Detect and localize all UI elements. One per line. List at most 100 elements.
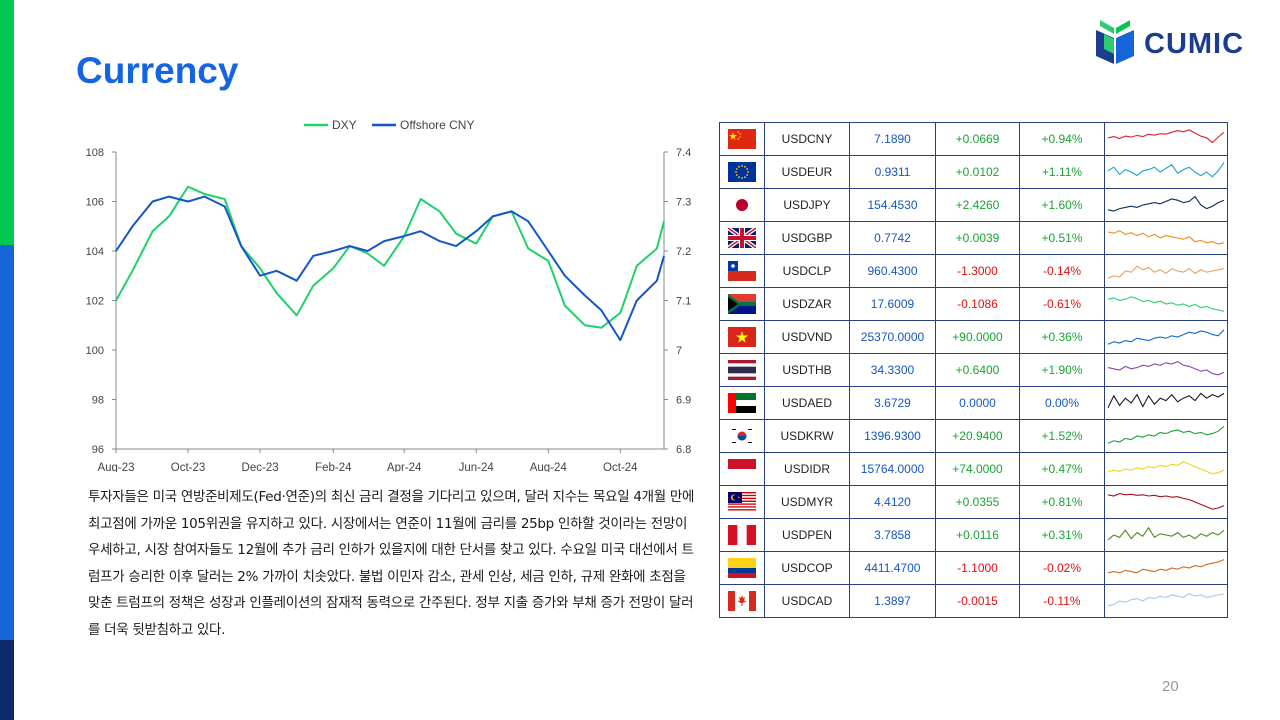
- accent-bar: [0, 0, 14, 720]
- y-left-tick-label: 98: [92, 395, 104, 407]
- percent-change: +1.11%: [1019, 155, 1105, 189]
- legend-label: DXY: [332, 118, 357, 132]
- sparkline-path: [1107, 129, 1225, 144]
- rate-value: 1.3897: [849, 584, 936, 618]
- flag-cell: [719, 386, 765, 420]
- flag-cell: [719, 254, 765, 288]
- series-line-dxy: [115, 185, 665, 329]
- y-left-tick-label: 104: [86, 246, 104, 258]
- ca-flag-icon: [728, 591, 756, 611]
- sparkline: [1107, 493, 1225, 510]
- cn-flag-icon: [728, 129, 756, 149]
- percent-change: -0.14%: [1019, 254, 1105, 288]
- flag-cell: [719, 353, 765, 387]
- y-right-tick-label: 7.3: [676, 197, 691, 209]
- currency-pair: USDMYR: [764, 485, 850, 519]
- percent-change: +0.31%: [1019, 518, 1105, 552]
- sparkline-cell: [1104, 188, 1228, 222]
- fx-row-usdkrw: USDKRW 1396.9300 +20.9400 +1.52%: [719, 419, 1228, 453]
- rate-value: 25370.0000: [849, 320, 936, 354]
- rate-value: 154.4530: [849, 188, 936, 222]
- x-tick-label: Aug-24: [530, 462, 568, 472]
- sparkline-cell: [1104, 419, 1228, 453]
- change-value: +74.0000: [935, 452, 1020, 486]
- fx-row-usdmyr: USDMYR 4.4120 +0.0355 +0.81%: [719, 485, 1228, 519]
- rate-value: 1396.9300: [849, 419, 936, 453]
- sparkline-cell: [1104, 287, 1228, 321]
- flag-cell: [719, 452, 765, 486]
- sparkline: [1107, 392, 1225, 409]
- flag-cell: [719, 188, 765, 222]
- sparkline-path: [1107, 425, 1225, 444]
- rate-value: 17.6009: [849, 287, 936, 321]
- currency-pair: USDCLP: [764, 254, 850, 288]
- currency-pair: USDVND: [764, 320, 850, 354]
- sparkline: [1107, 559, 1225, 574]
- jp-flag-icon: [728, 195, 756, 215]
- sparkline: [1107, 162, 1225, 178]
- flag-cell: [719, 320, 765, 354]
- change-value: -0.1086: [935, 287, 1020, 321]
- change-value: +0.6400: [935, 353, 1020, 387]
- sparkline: [1107, 360, 1225, 376]
- sparkline: [1107, 593, 1225, 607]
- flag-cell: [719, 518, 765, 552]
- y-right-tick-label: 6.9: [676, 395, 691, 407]
- x-tick-label: Feb-24: [315, 462, 352, 472]
- change-value: -0.0015: [935, 584, 1020, 618]
- eu-flag-icon: [728, 162, 756, 182]
- currency-pair: USDAED: [764, 386, 850, 420]
- currency-pair: USDCAD: [764, 584, 850, 618]
- th-flag-icon: [728, 360, 756, 380]
- legend-label: Offshore CNY: [400, 118, 474, 132]
- sparkline-cell: [1104, 584, 1228, 618]
- fx-row-usdjpy: USDJPY 154.4530 +2.4260 +1.60%: [719, 188, 1228, 222]
- vn-flag-icon: [728, 327, 756, 347]
- rate-value: 0.9311: [849, 155, 936, 189]
- sparkline-cell: [1104, 518, 1228, 552]
- x-tick-label: Dec-23: [242, 462, 279, 472]
- id-flag-icon: [728, 459, 756, 479]
- rate-value: 3.7858: [849, 518, 936, 552]
- accent-bar-navy: [0, 640, 14, 720]
- series-line-offshore-cny: [115, 195, 665, 342]
- change-value: 0.0000: [935, 386, 1020, 420]
- sparkline-cell: [1104, 122, 1228, 156]
- change-value: +0.0116: [935, 518, 1020, 552]
- accent-bar-green: [0, 0, 14, 245]
- percent-change: +0.51%: [1019, 221, 1105, 255]
- flag-cell: [719, 287, 765, 321]
- ae-flag-icon: [728, 393, 756, 413]
- sparkline-path: [1107, 360, 1225, 376]
- flag-cell: [719, 221, 765, 255]
- co-flag-icon: [728, 558, 756, 578]
- sparkline-cell: [1104, 155, 1228, 189]
- sparkline: [1107, 329, 1225, 345]
- change-value: +0.0102: [935, 155, 1020, 189]
- y-left-tick-label: 96: [92, 444, 104, 456]
- fx-row-usdpen: USDPEN 3.7858 +0.0116 +0.31%: [719, 518, 1228, 552]
- rate-value: 7.1890: [849, 122, 936, 156]
- cl-flag-icon: [728, 261, 756, 281]
- fx-row-usdaed: USDAED 3.6729 0.0000 0.00%: [719, 386, 1228, 420]
- sparkline-cell: [1104, 485, 1228, 519]
- y-right-tick-label: 7.1: [676, 296, 691, 308]
- page-title: Currency: [76, 50, 239, 91]
- kr-flag-icon: [728, 426, 756, 446]
- sparkline-path: [1107, 230, 1225, 245]
- pe-flag-icon: [728, 525, 756, 545]
- sparkline-path: [1107, 493, 1225, 510]
- sparkline-cell: [1104, 254, 1228, 288]
- change-value: -1.1000: [935, 551, 1020, 585]
- sparkline-path: [1107, 461, 1225, 475]
- sparkline: [1107, 296, 1225, 312]
- sparkline-path: [1107, 526, 1225, 541]
- accent-bar-blue: [0, 245, 14, 640]
- y-right-tick-label: 7.2: [676, 246, 691, 258]
- currency-pair: USDGBP: [764, 221, 850, 255]
- change-value: +0.0039: [935, 221, 1020, 255]
- percent-change: +0.94%: [1019, 122, 1105, 156]
- fx-table: USDCNY 7.1890 +0.0669 +0.94% USDEUR 0.9311 +0.…: [719, 122, 1228, 618]
- flag-cell: [719, 122, 765, 156]
- currency-chart: 96 98 100 102 104 106 108 6.8 6.9 7 7.1 7.2 7.3 7.4 Au…: [86, 118, 692, 472]
